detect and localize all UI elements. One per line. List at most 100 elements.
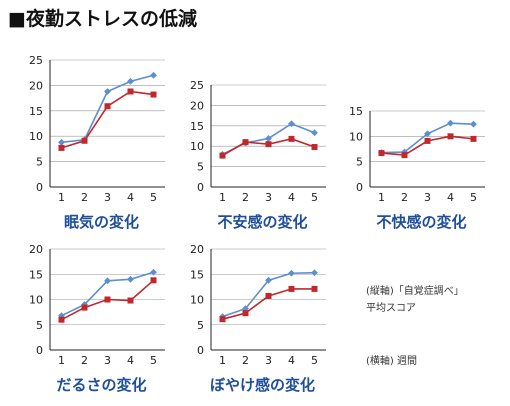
y-tick-label: 10 [190, 140, 204, 153]
y-tick-label: 10 [349, 130, 363, 143]
data-point [242, 139, 249, 146]
data-point [219, 152, 226, 159]
data-point [219, 316, 226, 323]
data-point [265, 292, 272, 299]
data-point [150, 91, 157, 98]
data-point [242, 310, 249, 317]
data-point [424, 137, 431, 144]
y-tick-label: 10 [29, 130, 43, 143]
x-tick-label: 3 [265, 191, 272, 204]
data-point [447, 119, 454, 127]
x-tick-label: 2 [242, 191, 249, 204]
x-tick-label: 2 [242, 354, 249, 367]
y-tick-label: 5 [356, 156, 363, 169]
horizontal-axis-note: (横軸) 週間 [366, 356, 417, 367]
x-tick-label: 1 [58, 191, 65, 204]
x-tick-label: 4 [127, 191, 134, 204]
x-tick-label: 1 [219, 354, 226, 367]
vertical-axis-unit-note: 平均スコア [366, 303, 416, 314]
data-point [58, 144, 65, 151]
y-tick-label: 10 [190, 294, 204, 307]
y-tick-label: 0 [36, 181, 43, 194]
y-tick-label: 10 [29, 294, 43, 307]
y-tick-label: 5 [36, 319, 43, 332]
data-point [288, 269, 295, 277]
y-tick-label: 15 [190, 268, 204, 281]
x-tick-label: 1 [58, 354, 65, 367]
x-tick-label: 5 [470, 191, 477, 204]
series-line-2 [61, 90, 154, 149]
vertical-axis-note: (縦軸)「自覚症調べ」 [366, 286, 464, 297]
page-title: ■夜勤ストレスの低減 [8, 8, 197, 30]
chart-title: だるさの変化 [56, 376, 146, 394]
x-tick-label: 3 [104, 354, 111, 367]
y-tick-label: 5 [36, 156, 43, 169]
data-point [311, 285, 318, 292]
y-tick-label: 15 [349, 105, 363, 118]
data-point [470, 135, 477, 142]
y-tick-label: 15 [29, 268, 43, 281]
data-point [447, 133, 454, 140]
chart-title: ぼやけ感の変化 [210, 376, 315, 394]
y-tick-label: 5 [197, 161, 204, 174]
data-point [81, 137, 88, 144]
chart-title: 眠気の変化 [64, 213, 139, 231]
data-point [288, 285, 295, 292]
data-point [265, 276, 272, 284]
data-point [288, 120, 295, 128]
y-tick-label: 20 [29, 79, 43, 92]
data-point [104, 103, 111, 110]
x-tick-label: 5 [150, 191, 157, 204]
data-point [127, 88, 134, 95]
data-point [150, 71, 157, 79]
data-point [401, 148, 408, 156]
y-tick-label: 15 [29, 105, 43, 118]
y-tick-label: 0 [356, 181, 363, 194]
x-tick-label: 5 [150, 354, 157, 367]
x-tick-label: 2 [401, 191, 408, 204]
data-point [265, 141, 272, 148]
y-tick-label: 20 [29, 243, 43, 256]
data-point [81, 304, 88, 311]
y-tick-label: 0 [197, 344, 204, 357]
x-tick-label: 5 [311, 191, 318, 204]
x-tick-label: 2 [81, 354, 88, 367]
data-point [127, 275, 134, 283]
x-tick-label: 3 [104, 191, 111, 204]
data-point [470, 120, 477, 128]
y-tick-label: 0 [197, 181, 204, 194]
x-tick-label: 3 [424, 191, 431, 204]
data-point [104, 296, 111, 303]
data-point [150, 268, 157, 276]
data-point [58, 316, 65, 323]
data-point [311, 129, 318, 137]
data-point [127, 77, 134, 85]
data-point [265, 135, 272, 142]
y-tick-label: 25 [190, 79, 204, 92]
data-point [311, 144, 318, 151]
y-tick-label: 15 [190, 120, 204, 133]
x-tick-label: 1 [219, 191, 226, 204]
data-point [58, 138, 65, 146]
y-tick-label: 5 [197, 319, 204, 332]
chart-title: 不快感の変化 [376, 213, 466, 231]
y-tick-label: 0 [36, 344, 43, 357]
x-tick-label: 4 [127, 354, 134, 367]
y-tick-label: 25 [29, 54, 43, 67]
y-tick-label: 20 [190, 99, 204, 112]
data-point [127, 297, 134, 304]
x-tick-label: 1 [378, 191, 385, 204]
x-tick-label: 5 [311, 354, 318, 367]
x-tick-label: 4 [447, 191, 454, 204]
data-point [401, 152, 408, 159]
data-point [288, 135, 295, 142]
x-tick-label: 4 [288, 354, 295, 367]
data-point [424, 130, 431, 138]
x-tick-label: 3 [265, 354, 272, 367]
chart-title: 不安感の変化 [217, 213, 307, 231]
data-point [104, 88, 111, 95]
data-point [311, 269, 318, 277]
data-point [104, 277, 111, 285]
x-tick-label: 4 [288, 191, 295, 204]
x-tick-label: 2 [81, 191, 88, 204]
